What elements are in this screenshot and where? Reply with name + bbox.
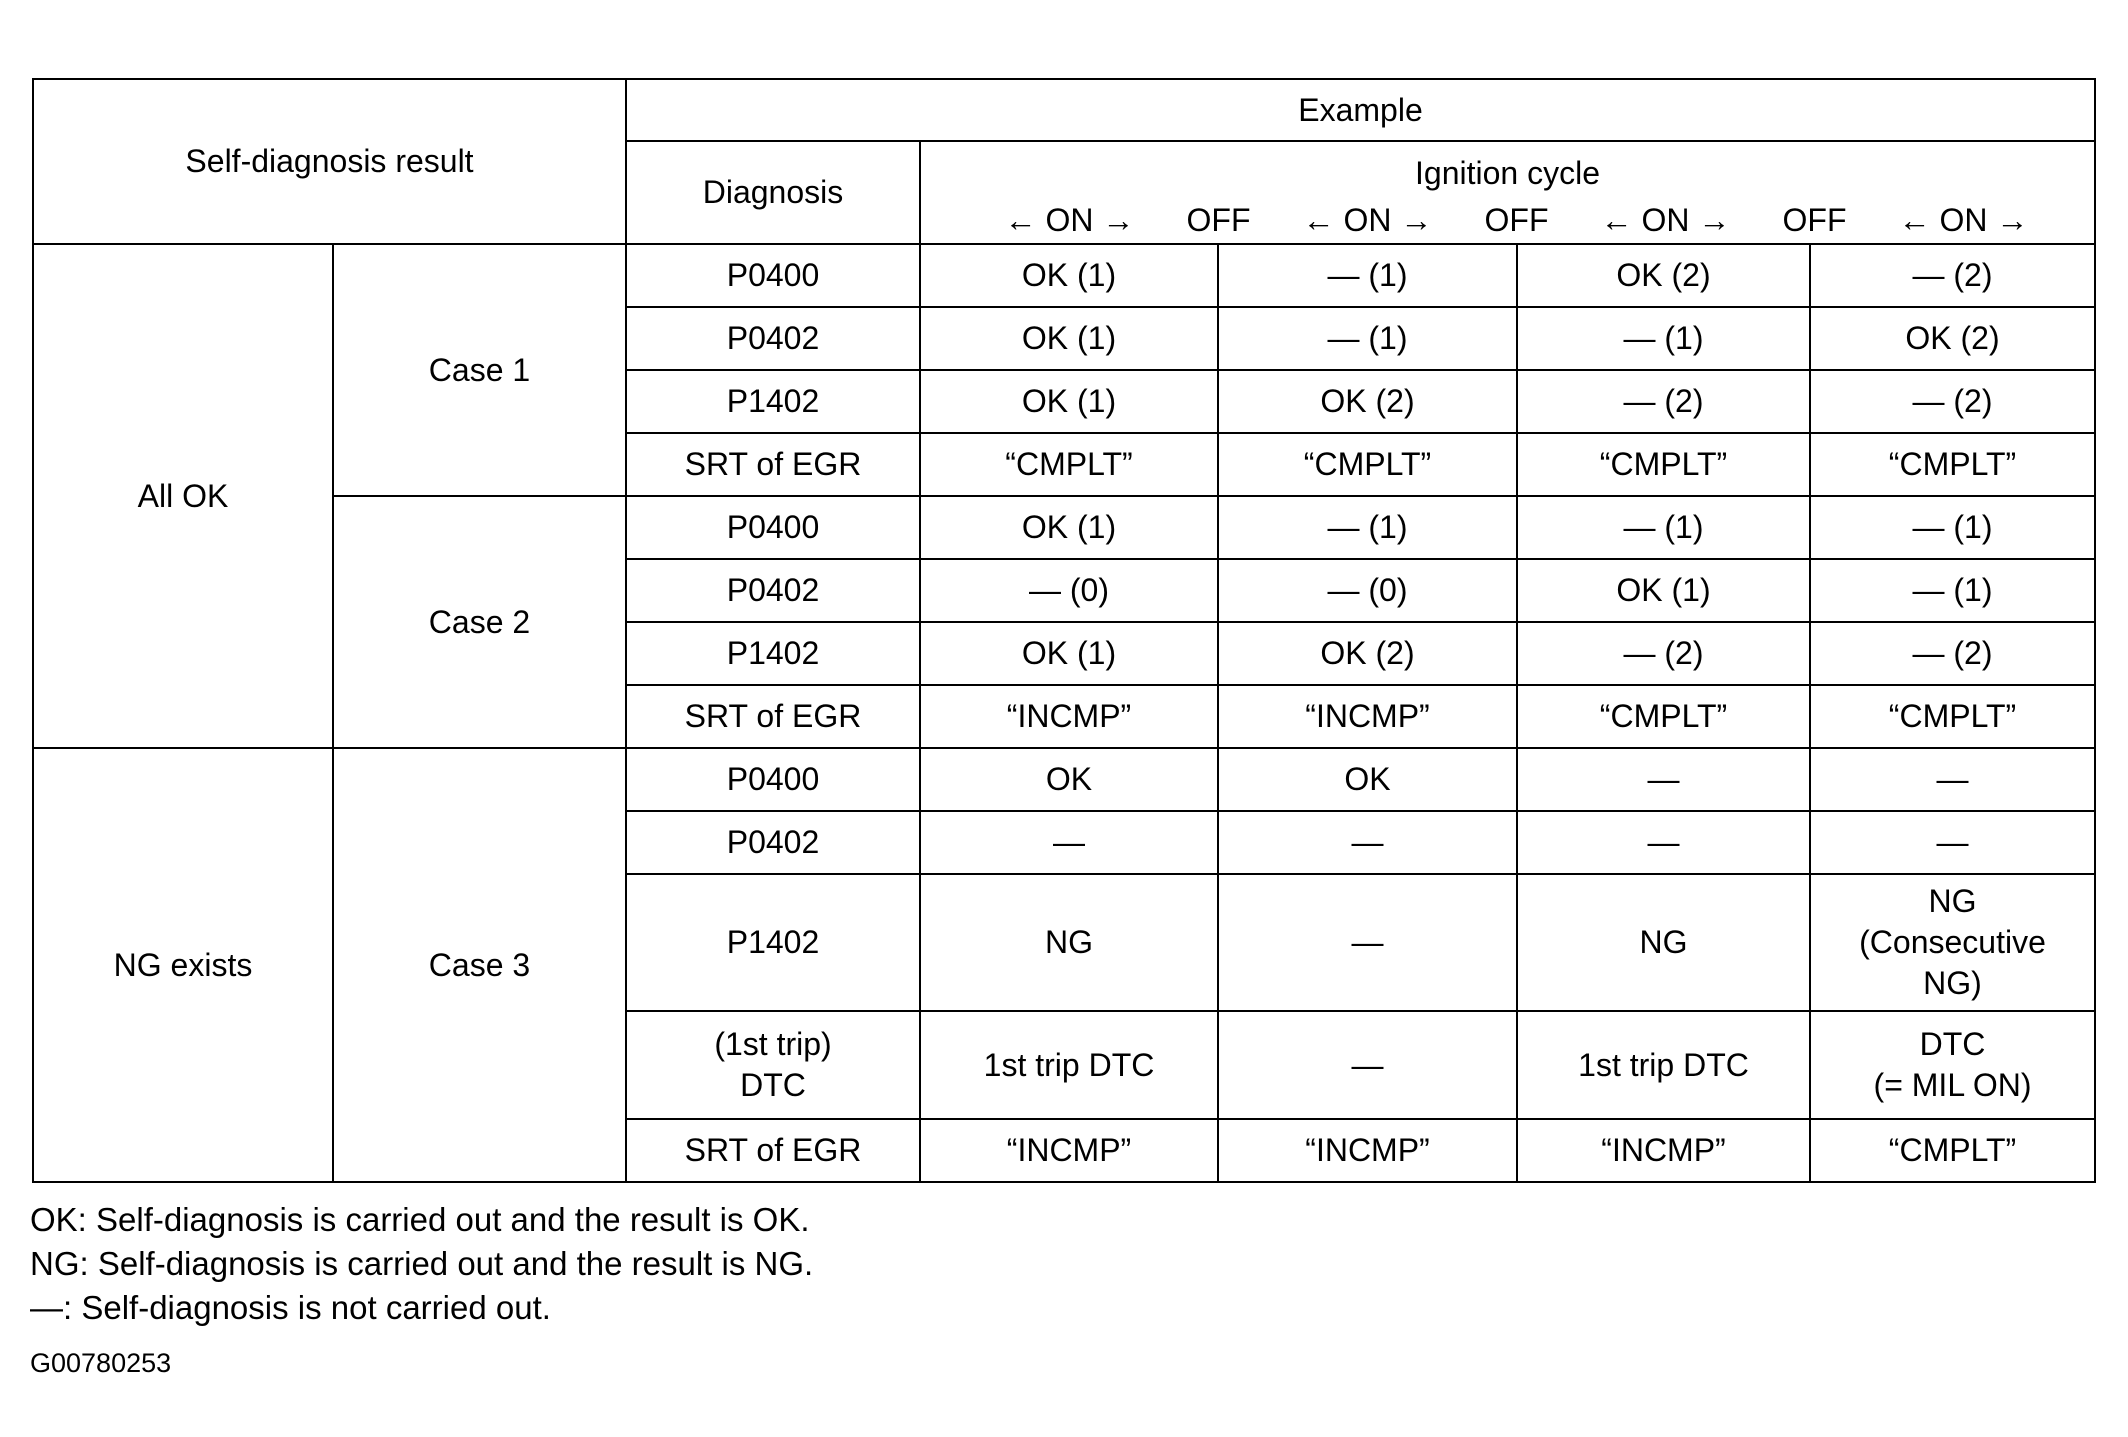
- diagnosis-label: (1st trip) DTC: [625, 1010, 921, 1120]
- result-cell: “INCMP”: [919, 1118, 1219, 1183]
- result-cell: — (2): [1516, 621, 1811, 686]
- figure-id: G00780253: [30, 1348, 172, 1378]
- result-cell: OK (2): [1809, 306, 2096, 371]
- result-cell: “CMPLT”: [1809, 1118, 2096, 1183]
- result-cell: OK (2): [1217, 621, 1518, 686]
- diagnosis-label: P1402: [625, 873, 921, 1012]
- footnote-ok: OK: Self-diagnosis is carried out and th…: [30, 1201, 810, 1238]
- diagnosis-label: P1402: [625, 621, 921, 686]
- result-cell: OK: [1217, 747, 1518, 812]
- result-cell: “CMPLT”: [919, 432, 1219, 497]
- result-cell: —: [1217, 810, 1518, 875]
- group-all-ok: All OK: [32, 243, 334, 749]
- case-2: Case 2: [332, 495, 627, 749]
- result-cell: — (1): [1217, 495, 1518, 560]
- diagnosis-label: P0402: [625, 558, 921, 623]
- result-cell: — (0): [1217, 558, 1518, 623]
- header-ignition-cycle: Ignition cycle ← ON → OFF ← ON → OFF ← O…: [919, 140, 2096, 245]
- cycle-token: ← ON →: [1898, 201, 2029, 238]
- result-cell: — (2): [1516, 369, 1811, 434]
- footnote-dash: —: Self-diagnosis is not carried out.: [30, 1289, 551, 1326]
- result-cell: —: [1217, 873, 1518, 1012]
- cycle-token: ← ON →: [1600, 201, 1731, 238]
- diagnosis-label: SRT of EGR: [625, 1118, 921, 1183]
- result-cell: — (1): [1217, 306, 1518, 371]
- diagnosis-label: P0402: [625, 306, 921, 371]
- result-cell: “CMPLT”: [1516, 432, 1811, 497]
- result-cell: 1st trip DTC: [919, 1010, 1219, 1120]
- result-cell: — (1): [1217, 243, 1518, 308]
- header-self-diagnosis-result: Self-diagnosis result: [32, 78, 627, 245]
- result-cell: — (1): [1809, 558, 2096, 623]
- diagnosis-label: SRT of EGR: [625, 432, 921, 497]
- result-cell: “CMPLT”: [1217, 432, 1518, 497]
- cycle-token: ← ON →: [1004, 201, 1135, 238]
- result-cell: — (2): [1809, 621, 2096, 686]
- result-cell: —: [1516, 810, 1811, 875]
- result-cell: 1st trip DTC: [1516, 1010, 1811, 1120]
- ignition-cycle-label: Ignition cycle: [1415, 154, 1600, 191]
- diagnosis-label: P1402: [625, 369, 921, 434]
- result-cell: OK (1): [919, 369, 1219, 434]
- result-cell: OK (1): [1516, 558, 1811, 623]
- result-cell: OK (1): [919, 621, 1219, 686]
- result-cell: OK (2): [1217, 369, 1518, 434]
- cycle-token: OFF: [1484, 201, 1549, 238]
- cycle-token: ← ON →: [1302, 201, 1433, 238]
- result-cell: —: [1217, 1010, 1518, 1120]
- result-cell: — (1): [1809, 495, 2096, 560]
- result-cell: “INCMP”: [1217, 684, 1518, 749]
- result-cell: —: [1809, 810, 2096, 875]
- result-cell: — (2): [1809, 243, 2096, 308]
- case-3: Case 3: [332, 747, 627, 1183]
- result-cell: “CMPLT”: [1809, 432, 2096, 497]
- result-cell: — (2): [1809, 369, 2096, 434]
- ignition-cycle-pattern: ← ON → OFF ← ON → OFF ← ON → OFF ← ON →: [995, 202, 2038, 239]
- result-cell: OK (1): [919, 306, 1219, 371]
- result-cell: NG (Consecutive NG): [1809, 873, 2096, 1012]
- diagnosis-label: P0400: [625, 243, 921, 308]
- result-cell: DTC (= MIL ON): [1809, 1010, 2096, 1120]
- result-cell: “CMPLT”: [1809, 684, 2096, 749]
- result-cell: OK: [919, 747, 1219, 812]
- result-cell: NG: [919, 873, 1219, 1012]
- footnote-ng: NG: Self-diagnosis is carried out and th…: [30, 1245, 814, 1282]
- footnotes: OK: Self-diagnosis is carried out and th…: [30, 1198, 813, 1330]
- diagnosis-label: P0400: [625, 747, 921, 812]
- result-cell: —: [1516, 747, 1811, 812]
- result-cell: — (1): [1516, 306, 1811, 371]
- diagnosis-label: SRT of EGR: [625, 684, 921, 749]
- self-diagnosis-table: Self-diagnosis result Example Diagnosis …: [32, 78, 2096, 1183]
- result-cell: NG: [1516, 873, 1811, 1012]
- result-cell: — (0): [919, 558, 1219, 623]
- group-ng-exists: NG exists: [32, 747, 334, 1183]
- case-1: Case 1: [332, 243, 627, 497]
- cycle-token: OFF: [1186, 201, 1251, 238]
- result-cell: “INCMP”: [1217, 1118, 1518, 1183]
- result-cell: “CMPLT”: [1516, 684, 1811, 749]
- result-cell: —: [1809, 747, 2096, 812]
- result-cell: OK (2): [1516, 243, 1811, 308]
- result-cell: “INCMP”: [1516, 1118, 1811, 1183]
- result-cell: — (1): [1516, 495, 1811, 560]
- diagnosis-label: P0402: [625, 810, 921, 875]
- header-diagnosis: Diagnosis: [625, 140, 921, 245]
- diagnosis-label: P0400: [625, 495, 921, 560]
- result-cell: “INCMP”: [919, 684, 1219, 749]
- cycle-token: OFF: [1782, 201, 1847, 238]
- result-cell: OK (1): [919, 495, 1219, 560]
- header-example: Example: [625, 78, 2096, 142]
- result-cell: OK (1): [919, 243, 1219, 308]
- result-cell: —: [919, 810, 1219, 875]
